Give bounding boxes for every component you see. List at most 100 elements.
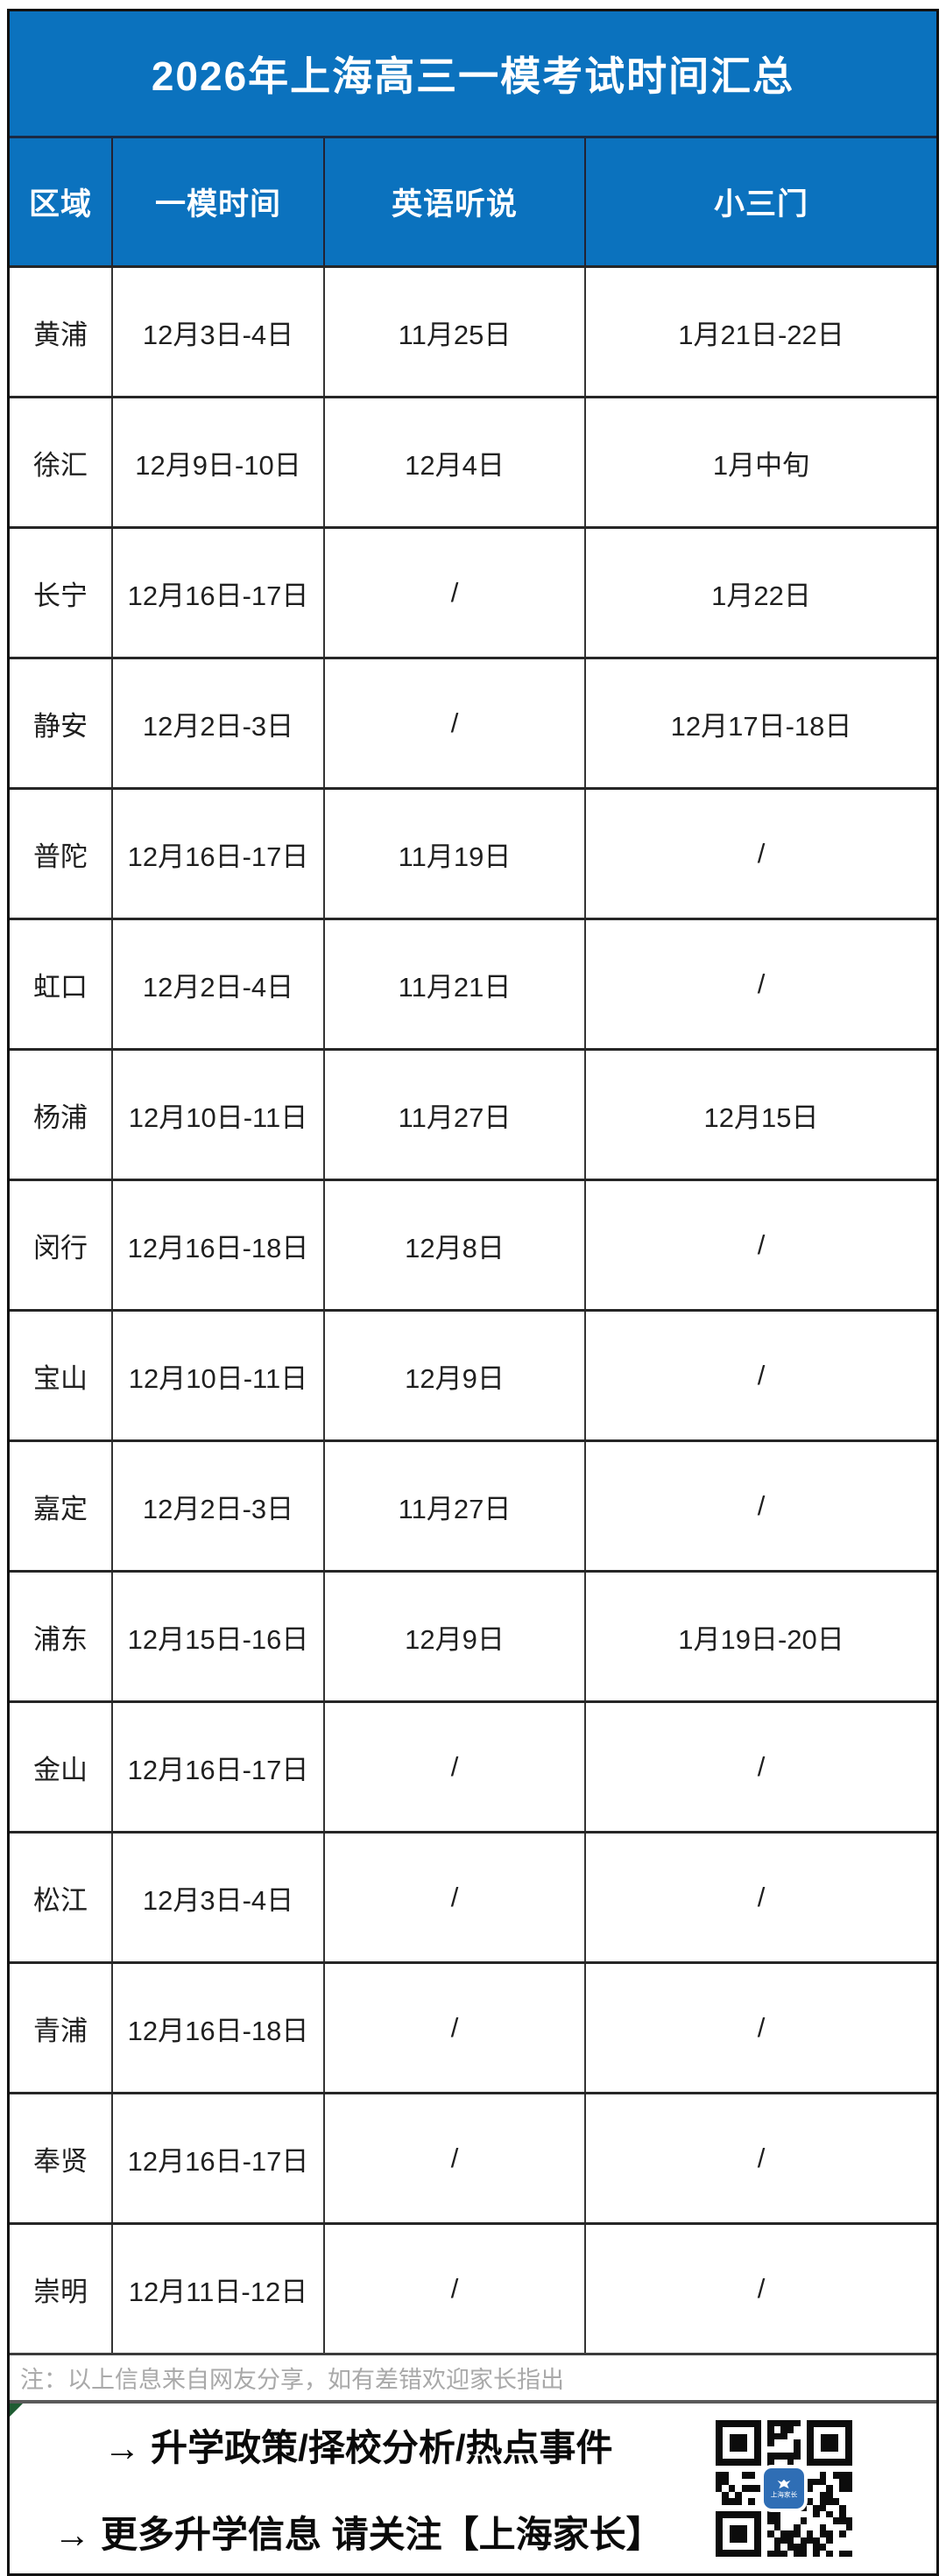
- qr-module: [839, 2472, 846, 2479]
- qr-module: [773, 2453, 781, 2460]
- qr-module: [716, 2498, 722, 2504]
- mock-date-cell: 12月10日-11日: [111, 1051, 323, 1179]
- qr-module: [813, 2530, 819, 2537]
- minor-subjects-cell: 12月17日-18日: [584, 659, 936, 787]
- qr-module: [722, 2466, 728, 2472]
- english-listening-cell: 11月21日: [323, 920, 584, 1048]
- qr-module: [800, 2504, 807, 2511]
- english-listening-cell: /: [323, 659, 584, 787]
- qr-module: [819, 2504, 827, 2511]
- qr-module: [780, 2446, 787, 2453]
- qr-module: [813, 2478, 820, 2486]
- district-cell: 宝山: [33, 1362, 88, 1394]
- qr-module: [767, 2517, 774, 2524]
- qr-module: [826, 2479, 832, 2485]
- qr-module: [722, 2485, 728, 2491]
- qr-module: [833, 2544, 839, 2550]
- qr-module: [780, 2550, 787, 2557]
- qr-module: [806, 2537, 814, 2544]
- qr-module: [780, 2453, 787, 2460]
- qr-module: [773, 2510, 781, 2518]
- mock-date-cell: 12月16日-17日: [111, 790, 323, 918]
- qr-module: [794, 2511, 800, 2517]
- qr-module: [728, 2498, 736, 2505]
- minor-subjects-cell: /: [584, 2094, 936, 2222]
- qr-module: [761, 2511, 767, 2517]
- qr-module: [807, 2551, 813, 2557]
- qr-module: [801, 2426, 807, 2432]
- qr-module: [813, 2472, 819, 2478]
- table-row: 嘉定 12月2日-3日 11月27日 /: [10, 1439, 936, 1570]
- qr-module: [742, 2466, 748, 2472]
- table-row: 徐汇 12月9日-10日 12月4日 1月中旬: [10, 396, 936, 526]
- qr-module: [806, 2498, 814, 2505]
- qr-module: [748, 2479, 754, 2485]
- qr-module: [794, 2446, 801, 2453]
- qr-module: [794, 2537, 800, 2544]
- qr-module: [767, 2453, 774, 2460]
- qr-module: [807, 2466, 813, 2472]
- qr-module: [767, 2544, 773, 2550]
- qr-module: [839, 2492, 845, 2498]
- qr-module: [722, 2505, 728, 2511]
- qr-module: [780, 2537, 787, 2544]
- english-listening-cell: 12月9日: [323, 1573, 584, 1700]
- column-header-english-listening: 英语听说: [323, 138, 584, 265]
- qr-module: [735, 2498, 742, 2505]
- table-row: 崇明 12月11日-12日 / /: [10, 2222, 936, 2353]
- table-row: 静安 12月2日-3日 / 12月17日-18日: [10, 657, 936, 787]
- exam-schedule-poster: 2026年上海高三一模考试时间汇总 区域 一模时间 英语听说 小三门 黄浦 12…: [7, 9, 939, 2576]
- table-row: 金山 12月16日-17日 / /: [10, 1700, 936, 1831]
- qr-module: [735, 2491, 742, 2499]
- parents-figure-icon: [777, 2479, 791, 2488]
- note-row: 注：以上信息来自网友分享，如有差错欢迎家长指出: [10, 2353, 936, 2400]
- english-listening-cell: /: [323, 1703, 584, 1831]
- qr-module: [839, 2550, 846, 2557]
- qr-module: [839, 2537, 845, 2544]
- district-cell: 松江: [33, 1884, 88, 1916]
- english-listening-cell: /: [323, 2225, 584, 2353]
- qr-module: [755, 2466, 761, 2472]
- qr-module: [773, 2537, 781, 2544]
- qr-module: [755, 2498, 761, 2504]
- table-row: 青浦 12月16日-18日 / /: [10, 1961, 936, 2092]
- qr-module: [794, 2453, 801, 2460]
- qr-module: [780, 2432, 787, 2440]
- qr-module: [748, 2505, 754, 2511]
- minor-subjects-cell: /: [584, 1181, 936, 1309]
- qr-module: [819, 2491, 827, 2499]
- table-header-row: 区域 一模时间 英语听说 小三门: [10, 136, 936, 265]
- qr-module: [846, 2511, 852, 2517]
- qr-module: [819, 2544, 827, 2551]
- qr-module: [780, 2544, 787, 2550]
- qr-module: [800, 2544, 807, 2551]
- district-cell: 黄浦: [33, 319, 88, 350]
- qr-module: [839, 2498, 845, 2504]
- qr-module: [839, 2510, 846, 2518]
- qr-module: [722, 2472, 729, 2479]
- english-listening-cell: /: [323, 1833, 584, 1961]
- qr-module: [767, 2432, 774, 2440]
- table-row: 虹口 12月2日-4日 11月21日 /: [10, 918, 936, 1048]
- qr-module: [787, 2420, 794, 2427]
- qr-module: [806, 2530, 814, 2537]
- qr-module: [819, 2530, 827, 2537]
- mock-date-cell: 12月10日-11日: [111, 1312, 323, 1439]
- qr-module: [761, 2537, 767, 2544]
- qr-module: [833, 2505, 839, 2511]
- qr-module: [761, 2426, 767, 2432]
- qr-module: [761, 2439, 767, 2446]
- qr-module: [755, 2472, 761, 2478]
- mock-date-cell: 12月2日-3日: [111, 659, 323, 787]
- qr-module: [787, 2426, 794, 2433]
- district-cell: 普陀: [33, 841, 88, 872]
- english-listening-cell: 12月4日: [323, 398, 584, 526]
- qr-module: [801, 2420, 807, 2426]
- qr-module: [820, 2517, 826, 2523]
- qr-module: [780, 2530, 787, 2537]
- qr-module: [839, 2466, 845, 2472]
- english-listening-cell: 11月27日: [323, 1051, 584, 1179]
- qr-module: [774, 2426, 780, 2432]
- qr-finder-icon: [807, 2420, 852, 2466]
- mock-date-cell: 12月16日-17日: [111, 1703, 323, 1831]
